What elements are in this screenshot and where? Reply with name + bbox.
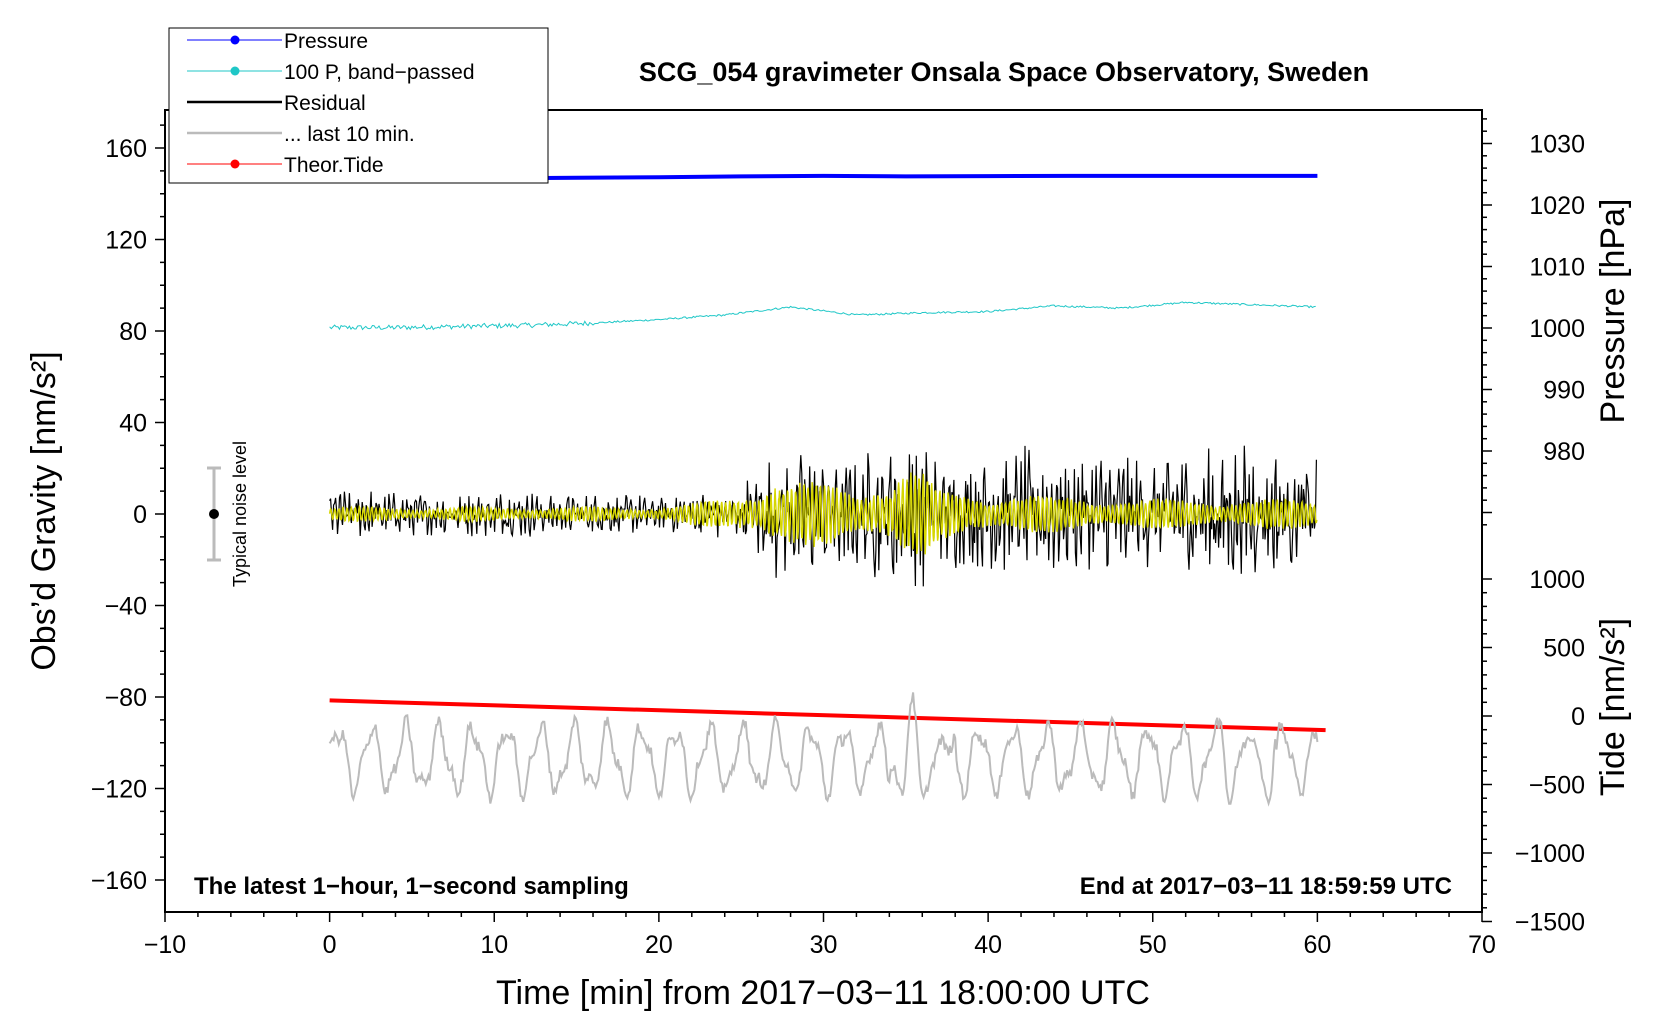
noise-bar-dot [209, 509, 219, 519]
legend-box [168, 27, 549, 184]
series-last-10-min-line [328, 692, 1319, 807]
legend-marker-tide [230, 159, 240, 169]
legend-label-band-passed: 100 P, band−passed [284, 61, 475, 84]
pressure-tick-label: 990 [1543, 377, 1585, 405]
pressure-tick-label: 1030 [1529, 131, 1585, 159]
series-band-passed-pressure-line [329, 301, 1316, 331]
tide-tick-label: −500 [1529, 772, 1585, 800]
y-tick-label: −120 [91, 776, 147, 804]
tide-tick-label: 500 [1543, 635, 1585, 663]
noise-bar: Typical noise level [207, 441, 250, 587]
y-tick-label: −160 [91, 867, 147, 895]
y-axis-label: Obs’d Gravity [nm/s²] [25, 351, 63, 670]
legend-marker-pressure [230, 35, 240, 45]
x-tick-label: 70 [1468, 931, 1496, 959]
bottom-axis: −10 0 10 20 30 40 50 60 70 [144, 912, 1496, 959]
pressure-tick-label: 980 [1543, 438, 1585, 466]
x-tick-label: 40 [974, 931, 1002, 959]
legend-label-last-10-min: ... last 10 min. [284, 123, 415, 146]
left-axis: 160 120 80 40 0 −40 −80 −120 −160 [91, 124, 165, 895]
legend-item-last-10-min: ... last 10 min. [187, 123, 415, 146]
pressure-tick-label: 1020 [1529, 192, 1585, 220]
legend: Pressure 100 P, band−passed Residual ...… [168, 27, 549, 184]
series-filtered-line [328, 472, 1318, 555]
pressure-tick-label: 1000 [1529, 315, 1585, 343]
x-tick-label: 0 [323, 931, 337, 959]
legend-label-tide: Theor.Tide [284, 154, 384, 177]
legend-item-band-passed: 100 P, band−passed [187, 61, 475, 84]
y-tick-label: 40 [119, 410, 147, 438]
x-tick-label: −10 [144, 931, 186, 959]
tide-axis-label: Tide [nm/s²] [1594, 618, 1632, 796]
y-tick-label: 160 [105, 135, 147, 163]
legend-label-pressure: Pressure [284, 30, 368, 53]
y-tick-label: 120 [105, 227, 147, 255]
x-tick-label: 50 [1139, 931, 1167, 959]
tide-tick-label: −1500 [1515, 909, 1585, 937]
legend-item-tide: Theor.Tide [187, 154, 384, 177]
noise-label: Typical noise level [230, 441, 250, 587]
legend-item-residual: Residual [187, 92, 366, 115]
right-axis: 1030 1020 1010 1000 990 980 1000 500 0 −500 −1000 −… [1482, 118, 1585, 937]
legend-marker-band-passed [230, 66, 240, 76]
legend-item-pressure: Pressure [187, 30, 368, 53]
x-tick-label: 30 [810, 931, 838, 959]
tide-tick-label: −1000 [1515, 840, 1585, 868]
pressure-tick-label: 1010 [1529, 254, 1585, 282]
y-tick-label: 80 [119, 318, 147, 346]
y-tick-label: −40 [105, 593, 147, 621]
end-time-note: End at 2017−03−11 18:59:59 UTC [1080, 873, 1452, 900]
x-tick-label: 20 [645, 931, 673, 959]
chart-title: SCG_054 gravimeter Onsala Space Observat… [639, 57, 1369, 87]
series-tide-line [329, 698, 1326, 733]
x-axis-label: Time [min] from 2017−03−11 18:00:00 UTC [496, 974, 1150, 1012]
sampling-note: The latest 1−hour, 1−second sampling [194, 873, 629, 900]
x-tick-label: 10 [480, 931, 508, 959]
x-tick-label: 60 [1303, 931, 1331, 959]
pressure-axis-label: Pressure [hPa] [1594, 199, 1632, 424]
tide-tick-label: 1000 [1529, 566, 1585, 594]
legend-label-residual: Residual [284, 92, 366, 115]
y-tick-label: −80 [105, 684, 147, 712]
tide-tick-label: 0 [1571, 703, 1585, 731]
y-tick-label: 0 [133, 501, 147, 529]
